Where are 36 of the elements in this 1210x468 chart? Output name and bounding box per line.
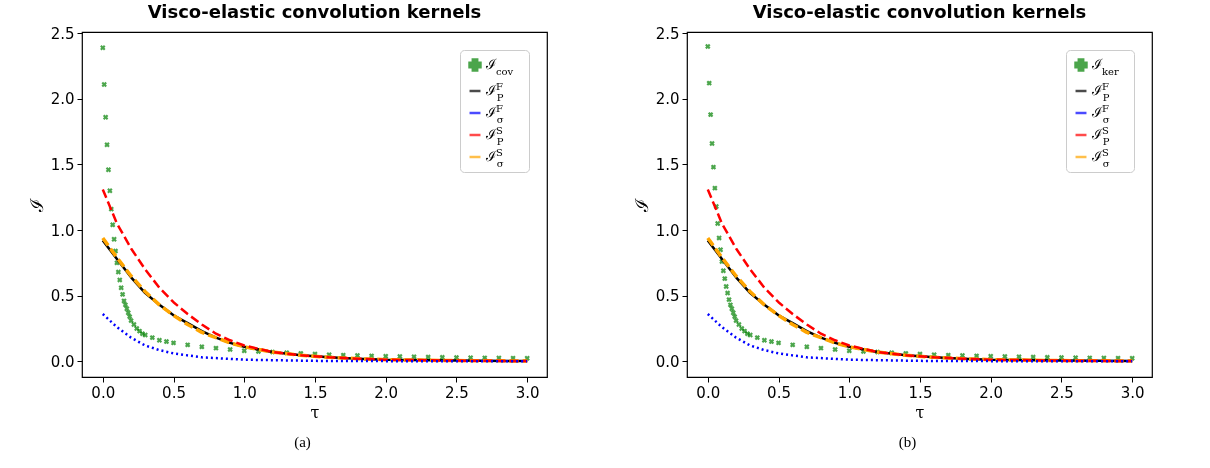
y-axis-title: ℐ — [25, 197, 47, 213]
x-tick-label: 0.5 — [162, 383, 186, 402]
x-tick-label: 0.0 — [91, 383, 116, 402]
x-tick-label: 1.5 — [303, 383, 328, 402]
y-tick-label: 0.0 — [655, 352, 680, 371]
y-tick-label: 1.0 — [50, 221, 75, 240]
y-tick-label: 0.5 — [655, 287, 680, 306]
x-tick-label: 3.0 — [515, 383, 540, 402]
y-axis-title: ℐ — [630, 197, 652, 213]
y-tick-label: 2.5 — [50, 24, 75, 43]
y-tick-label: 1.0 — [655, 221, 680, 240]
y-tick-label: 0.5 — [50, 287, 75, 306]
y-tick-label: 0.0 — [50, 352, 75, 371]
x-tick-label: 2.0 — [979, 383, 1004, 402]
x-tick-label: 2.5 — [445, 383, 469, 402]
x-tick-label: 0.5 — [767, 383, 791, 402]
x-tick-label: 2.0 — [374, 383, 399, 402]
legend-label: ℐ$_{ker}$ — [1091, 56, 1119, 77]
chart-title: Visco-elastic convolution kernels — [147, 1, 482, 23]
y-tick-label: 2.5 — [655, 24, 680, 43]
legend-label: ℐ$_{cov}$ — [485, 56, 514, 77]
y-tick-label: 2.0 — [655, 90, 680, 109]
chart-title: Visco-elastic convolution kernels — [752, 1, 1087, 23]
x-axis-title: τ — [310, 402, 320, 422]
text: (b) — [897, 434, 918, 451]
x-tick-label: 1.0 — [837, 383, 862, 402]
x-axis-title: τ — [915, 402, 925, 422]
text: (a) — [293, 434, 312, 451]
x-tick-label: 1.5 — [908, 383, 933, 402]
x-tick-label: 1.0 — [232, 383, 257, 402]
y-tick-label: 1.5 — [50, 155, 75, 174]
x-tick-label: 0.0 — [696, 383, 721, 402]
x-tick-label: 2.5 — [1050, 383, 1074, 402]
y-tick-label: 2.0 — [50, 90, 75, 109]
x-tick-label: 3.0 — [1120, 383, 1145, 402]
y-tick-label: 1.5 — [655, 155, 680, 174]
